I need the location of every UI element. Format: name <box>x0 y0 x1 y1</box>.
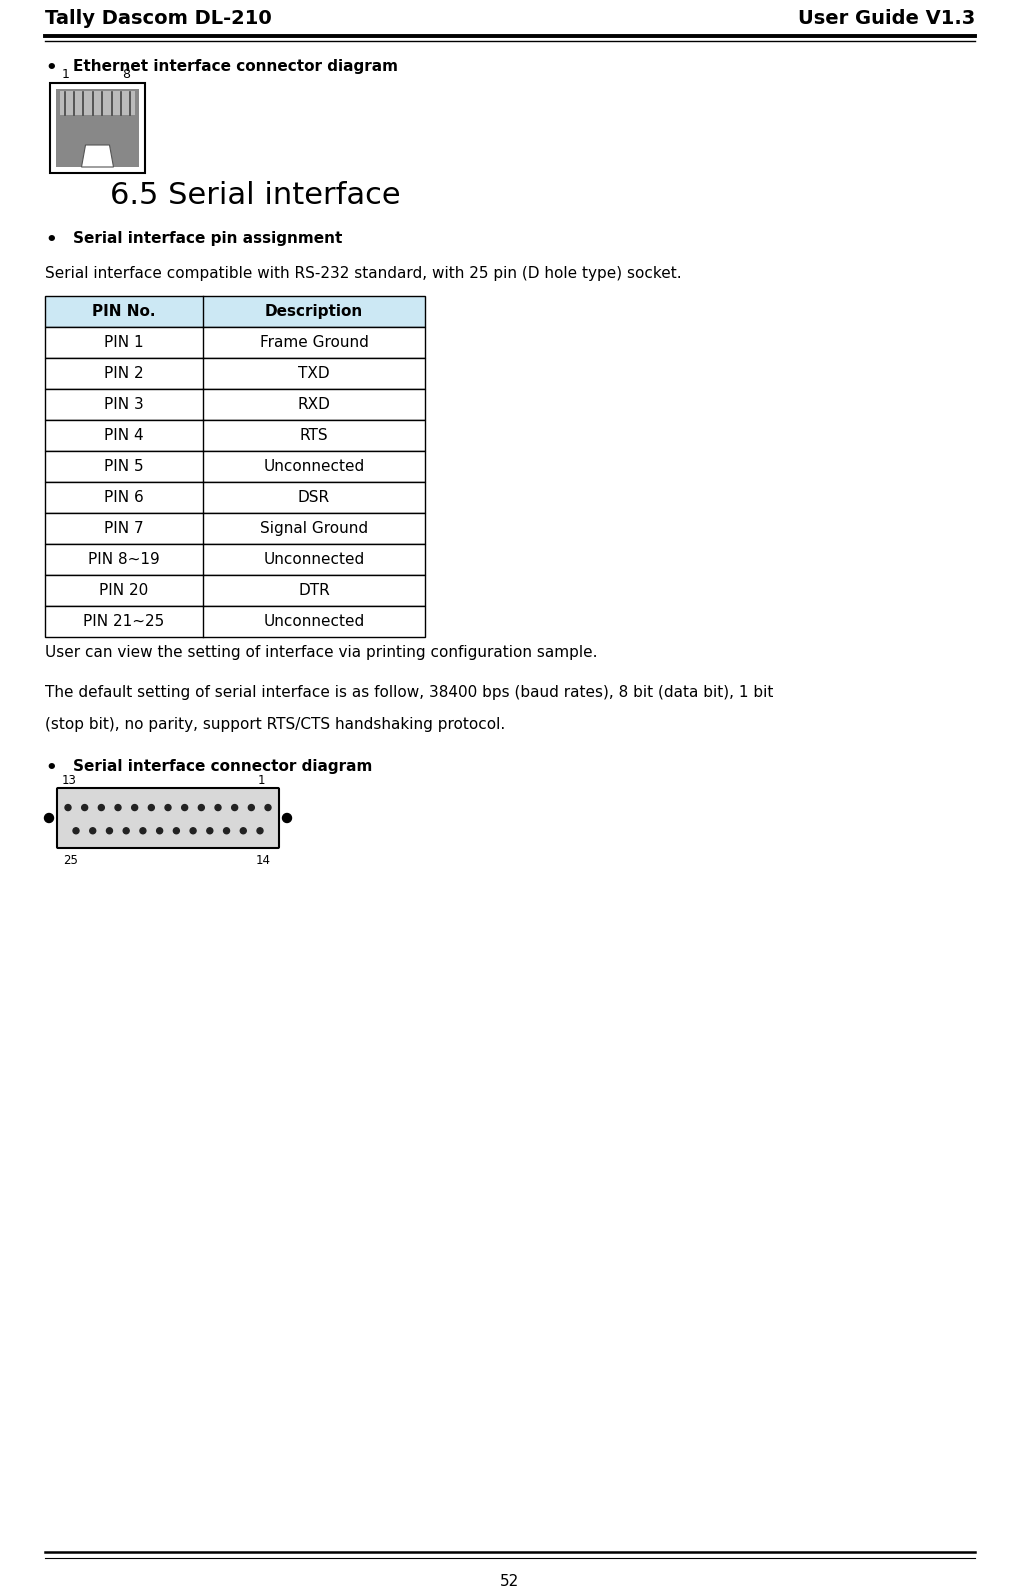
Circle shape <box>106 827 112 834</box>
Circle shape <box>257 827 263 834</box>
Polygon shape <box>82 145 113 167</box>
Bar <box>45 359 425 389</box>
Bar <box>45 296 425 327</box>
Circle shape <box>231 805 237 811</box>
Text: User Guide V1.3: User Guide V1.3 <box>797 10 974 29</box>
Circle shape <box>73 827 78 834</box>
Text: 8: 8 <box>122 69 129 81</box>
Text: 25: 25 <box>63 854 77 867</box>
Text: PIN 6: PIN 6 <box>104 489 144 505</box>
Text: PIN 8~19: PIN 8~19 <box>88 552 160 567</box>
Circle shape <box>148 805 154 811</box>
Circle shape <box>123 827 129 834</box>
Bar <box>45 606 425 638</box>
Text: PIN 5: PIN 5 <box>104 459 144 473</box>
Bar <box>45 451 425 481</box>
Circle shape <box>173 827 179 834</box>
Bar <box>45 481 425 513</box>
Text: RXD: RXD <box>298 397 330 411</box>
Text: PIN 21~25: PIN 21~25 <box>84 614 164 630</box>
Text: PIN No.: PIN No. <box>92 304 156 319</box>
Circle shape <box>82 805 88 811</box>
Bar <box>45 575 425 606</box>
Bar <box>60 91 135 115</box>
Text: PIN 7: PIN 7 <box>104 521 144 536</box>
Bar <box>45 544 425 575</box>
Text: Signal Ground: Signal Ground <box>260 521 368 536</box>
Text: Serial interface pin assignment: Serial interface pin assignment <box>73 231 342 245</box>
Circle shape <box>265 805 271 811</box>
Bar <box>45 419 425 451</box>
Circle shape <box>90 827 96 834</box>
Circle shape <box>165 805 171 811</box>
Text: PIN 3: PIN 3 <box>104 397 144 411</box>
Circle shape <box>198 805 204 811</box>
Text: Frame Ground: Frame Ground <box>259 335 368 351</box>
Circle shape <box>248 805 254 811</box>
Text: Serial interface compatible with RS-232 standard, with 25 pin (D hole type) sock: Serial interface compatible with RS-232 … <box>45 266 681 281</box>
Text: Tally Dascom DL-210: Tally Dascom DL-210 <box>45 10 271 29</box>
Text: Ethernet interface connector diagram: Ethernet interface connector diagram <box>73 59 397 73</box>
Text: Unconnected: Unconnected <box>263 552 364 567</box>
Bar <box>45 327 425 359</box>
Text: 52: 52 <box>500 1573 519 1589</box>
Bar <box>45 389 425 419</box>
Bar <box>56 89 139 167</box>
Circle shape <box>240 827 246 834</box>
Text: Unconnected: Unconnected <box>263 614 364 630</box>
Circle shape <box>131 805 138 811</box>
Text: •: • <box>45 759 57 776</box>
Text: 1: 1 <box>258 775 265 787</box>
Text: Unconnected: Unconnected <box>263 459 364 473</box>
Circle shape <box>181 805 187 811</box>
Circle shape <box>65 805 71 811</box>
Text: DSR: DSR <box>298 489 330 505</box>
FancyBboxPatch shape <box>57 787 279 848</box>
Circle shape <box>190 827 196 834</box>
Text: •: • <box>45 59 57 77</box>
Text: The default setting of serial interface is as follow, 38400 bps (baud rates), 8 : The default setting of serial interface … <box>45 685 772 700</box>
Text: 1: 1 <box>62 69 70 81</box>
Text: PIN 2: PIN 2 <box>104 367 144 381</box>
Text: TXD: TXD <box>298 367 329 381</box>
Text: (stop bit), no parity, support RTS/CTS handshaking protocol.: (stop bit), no parity, support RTS/CTS h… <box>45 717 504 732</box>
Text: DTR: DTR <box>298 583 329 598</box>
Bar <box>50 83 145 174</box>
Circle shape <box>282 813 291 823</box>
Text: 13: 13 <box>62 775 76 787</box>
Text: Description: Description <box>265 304 363 319</box>
Circle shape <box>215 805 221 811</box>
Text: Serial interface connector diagram: Serial interface connector diagram <box>73 759 372 775</box>
Text: PIN 4: PIN 4 <box>104 429 144 443</box>
Bar <box>45 513 425 544</box>
Circle shape <box>115 805 121 811</box>
Circle shape <box>223 827 229 834</box>
Circle shape <box>45 813 53 823</box>
Text: •: • <box>45 231 57 249</box>
Text: PIN 1: PIN 1 <box>104 335 144 351</box>
Text: 6.5 Serial interface: 6.5 Serial interface <box>110 182 400 210</box>
Text: RTS: RTS <box>300 429 328 443</box>
Circle shape <box>207 827 213 834</box>
Circle shape <box>98 805 104 811</box>
Circle shape <box>140 827 146 834</box>
Text: PIN 20: PIN 20 <box>99 583 149 598</box>
Circle shape <box>157 827 162 834</box>
Text: User can view the setting of interface via printing configuration sample.: User can view the setting of interface v… <box>45 646 597 660</box>
Text: 14: 14 <box>256 854 271 867</box>
